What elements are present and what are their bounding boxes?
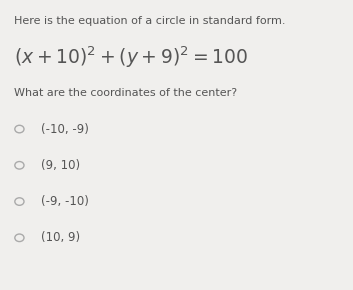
Text: (-9, -10): (-9, -10) [41,195,89,208]
Text: Here is the equation of a circle in standard form.: Here is the equation of a circle in stan… [14,16,286,26]
Text: $(x + 10)^2 + (y + 9)^2 = 100$: $(x + 10)^2 + (y + 9)^2 = 100$ [14,45,248,70]
Text: (9, 10): (9, 10) [41,159,80,172]
Text: What are the coordinates of the center?: What are the coordinates of the center? [14,88,237,98]
Text: (10, 9): (10, 9) [41,231,80,244]
Text: (-10, -9): (-10, -9) [41,123,89,135]
